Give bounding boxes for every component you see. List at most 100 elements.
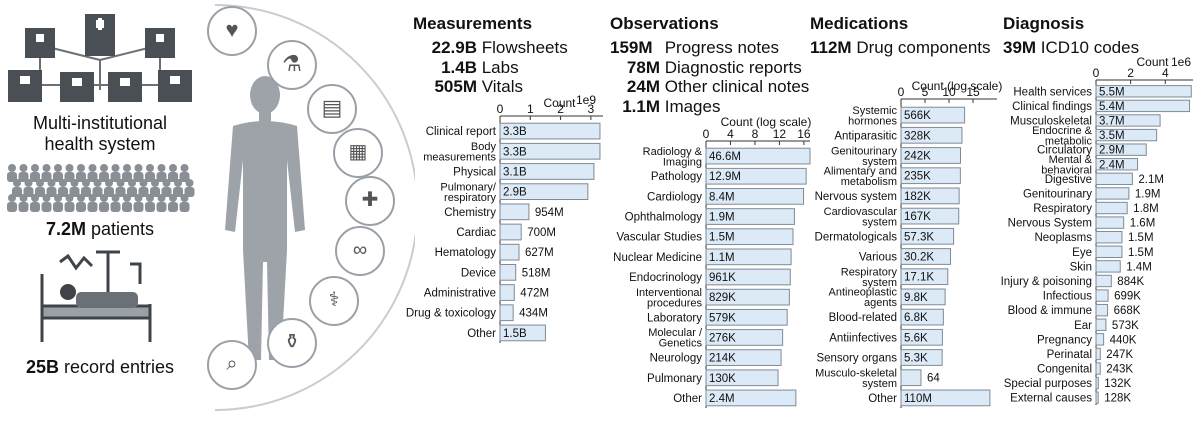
person-body bbox=[87, 172, 98, 182]
category-label: Pathology bbox=[651, 171, 702, 183]
stat-row: 505M Vitals bbox=[413, 77, 568, 97]
category-label: Perinatal bbox=[1047, 349, 1092, 361]
category-label-line: system bbox=[862, 156, 897, 168]
bar bbox=[1095, 391, 1099, 404]
clipboard-magnifier-icon: ⌕ bbox=[207, 340, 257, 390]
person-body bbox=[110, 172, 121, 182]
category-label: Dermatologicals bbox=[815, 231, 898, 243]
bar-value-label: 3.1B bbox=[503, 166, 527, 178]
person-head bbox=[180, 194, 189, 202]
bar-value-label: 518M bbox=[522, 267, 551, 279]
bar-value-label: 5.4M bbox=[1099, 101, 1125, 113]
stat-row: 1.4B Labs bbox=[413, 58, 568, 78]
person-body bbox=[41, 202, 52, 212]
bar bbox=[900, 147, 962, 164]
bar-value-label: 3.3B bbox=[503, 126, 527, 138]
bar bbox=[499, 263, 517, 281]
person-body bbox=[168, 172, 178, 182]
category-label-line: Digestive bbox=[1045, 174, 1092, 186]
stats-list: 39M ICD10 codes bbox=[1003, 38, 1139, 58]
axis-title: Count bbox=[543, 96, 576, 110]
bar-value-label: 1.5M bbox=[1128, 247, 1154, 259]
panel-diagnosis: Diagnosis 39M ICD10 codes Count 1e6 0 2 4 5.5… bbox=[1001, 0, 1200, 418]
category-label: Injury & poisoning bbox=[1001, 276, 1092, 288]
person-body bbox=[46, 187, 57, 197]
person-body bbox=[184, 187, 195, 197]
bar-value-label: 1.8M bbox=[1133, 203, 1159, 215]
person-head bbox=[77, 164, 85, 172]
bar bbox=[499, 284, 515, 301]
bar-value-label: 9.8K bbox=[904, 292, 928, 304]
person-head bbox=[169, 164, 177, 172]
person-body bbox=[76, 202, 86, 212]
category-label-line: Chemistry bbox=[444, 207, 496, 219]
bar bbox=[900, 328, 943, 346]
category-label-line: Vascular Studies bbox=[617, 232, 703, 244]
bar-value-label: 30.2K bbox=[904, 252, 934, 264]
person-head bbox=[47, 179, 56, 187]
person-head bbox=[88, 194, 97, 202]
bar bbox=[900, 288, 946, 306]
category-label: Sensory organs bbox=[816, 353, 897, 365]
category-label-line: Cardiac bbox=[456, 227, 496, 239]
category-label-line: Injury & poisoning bbox=[1001, 276, 1092, 288]
stat-number: 505M bbox=[434, 77, 477, 96]
bar bbox=[499, 304, 514, 322]
document-icon: ▤ bbox=[307, 84, 357, 134]
bar bbox=[499, 243, 520, 261]
stat-row: 39M ICD10 codes bbox=[1003, 38, 1139, 58]
bar-value-label: 2.9B bbox=[503, 187, 527, 199]
person-body bbox=[179, 202, 190, 212]
patient-bed-icon bbox=[40, 250, 152, 342]
stat-row: 22.9B Flowsheets bbox=[413, 38, 568, 58]
x-tick-label: 1 bbox=[527, 102, 534, 116]
bar bbox=[900, 308, 944, 326]
bar bbox=[705, 248, 792, 266]
category-label: Cardiology bbox=[647, 191, 702, 203]
axis-title: Count (log scale) bbox=[721, 115, 812, 129]
bar bbox=[900, 207, 960, 225]
stat-text: ICD10 codes bbox=[1036, 38, 1140, 57]
bar bbox=[499, 183, 589, 201]
person-body bbox=[69, 187, 80, 197]
bar bbox=[900, 227, 955, 245]
person-body bbox=[138, 187, 149, 197]
bar bbox=[1095, 85, 1192, 98]
left-column: Multi-institutional health system 7.2M p… bbox=[0, 0, 200, 418]
person-head bbox=[134, 164, 143, 172]
bar bbox=[900, 349, 943, 366]
category-label-line: Administrative bbox=[424, 288, 496, 300]
category-label-line: Nervous System bbox=[1008, 218, 1092, 230]
person-body bbox=[168, 202, 178, 212]
person-body bbox=[173, 187, 183, 197]
bar-value-label: 5.6K bbox=[904, 332, 928, 344]
category-label-line: Blood & immune bbox=[1008, 305, 1092, 317]
bar-value-label: 5.5M bbox=[1099, 86, 1125, 98]
diagnosis-bar-chart: Count 1e6 0 2 4 5.5M Health services 5.4M Clinic… bbox=[1001, 55, 1193, 405]
x-tick-label: 0 bbox=[497, 102, 504, 116]
bar-value-label: 1.5B bbox=[503, 328, 527, 340]
x-tick-label: 8 bbox=[752, 127, 759, 141]
category-label-line: Musculo-skeletal bbox=[815, 367, 897, 379]
category-label: Hematology bbox=[435, 247, 497, 259]
person-body bbox=[99, 172, 109, 182]
bar bbox=[705, 288, 790, 306]
category-label-line: Infectious bbox=[1043, 291, 1092, 303]
bar bbox=[705, 389, 797, 407]
records-label: 25B record entries bbox=[0, 356, 200, 378]
stat-number: 1.4B bbox=[441, 57, 477, 77]
x-tick-label: 5 bbox=[922, 85, 929, 99]
dna-icon: ∞ bbox=[335, 226, 385, 276]
category-label: External causes bbox=[1010, 393, 1092, 405]
category-label-line: Physical bbox=[453, 166, 496, 178]
person-body bbox=[110, 202, 121, 212]
category-label: Special purposes bbox=[1004, 378, 1092, 390]
person-body bbox=[41, 172, 52, 182]
category-label-line: Radiology & bbox=[643, 146, 703, 158]
bar bbox=[705, 369, 779, 387]
category-label: Other bbox=[467, 328, 496, 340]
bar-value-label: 6.8K bbox=[904, 312, 928, 324]
bar-value-label: 5.3K bbox=[904, 353, 928, 365]
axis-exponent: 1e6 bbox=[1171, 55, 1191, 69]
x-tick-label: 10 bbox=[942, 85, 956, 99]
